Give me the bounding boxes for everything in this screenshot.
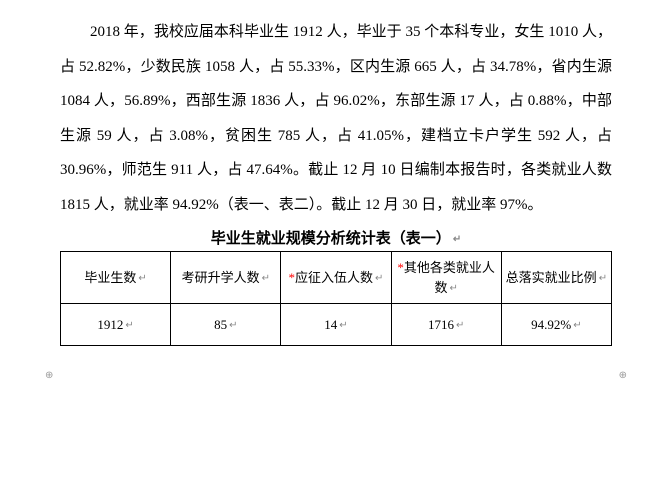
return-symbol: ↵ (138, 273, 146, 284)
header-postgrad: 考研升学人数↵ (171, 252, 281, 304)
corner-mark-left: ⊕ (45, 370, 53, 381)
cell-text: 1716 (428, 317, 454, 332)
header-employment-rate: 总落实就业比例↵ (501, 252, 611, 304)
cell-graduates: 1912↵ (61, 304, 171, 346)
return-symbol: ↵ (453, 234, 461, 245)
body-paragraph: 2018 年，我校应届本科毕业生 1912 人，毕业于 35 个本科专业，女生 … (60, 15, 612, 222)
cell-employment-rate: 94.92%↵ (501, 304, 611, 346)
return-symbol: ↵ (229, 320, 237, 331)
return-symbol: ↵ (125, 320, 133, 331)
header-text: 应征入伍人数 (295, 270, 373, 285)
header-other-employment: *其他各类就业人数↵ (391, 252, 501, 304)
return-symbol: ↵ (573, 320, 581, 331)
cell-postgrad: 85↵ (171, 304, 281, 346)
header-text: 总落实就业比例 (506, 270, 597, 285)
return-symbol: ↵ (599, 273, 607, 284)
cell-military: 14↵ (281, 304, 391, 346)
corner-mark-right: ⊕ (619, 370, 627, 381)
table-title: 毕业生就业规模分析统计表（表一）↵ (60, 227, 612, 248)
cell-text: 1912 (97, 317, 123, 332)
cell-text: 14 (324, 317, 337, 332)
return-symbol: ↵ (456, 320, 464, 331)
header-military: *应征入伍人数↵ (281, 252, 391, 304)
header-graduates: 毕业生数↵ (61, 252, 171, 304)
statistics-table: 毕业生数↵ 考研升学人数↵ *应征入伍人数↵ *其他各类就业人数↵ 总落实就业比… (60, 251, 612, 346)
return-symbol: ↵ (339, 320, 347, 331)
return-symbol: ↵ (262, 273, 270, 284)
header-text: 毕业生数 (84, 270, 136, 285)
return-symbol: ↵ (375, 273, 383, 284)
header-text: 考研升学人数 (182, 270, 260, 285)
table-data-row: 1912↵ 85↵ 14↵ 1716↵ 94.92%↵ (61, 304, 612, 346)
table-title-text: 毕业生就业规模分析统计表（表一） (211, 231, 451, 247)
return-symbol: ↵ (449, 283, 457, 294)
cell-other-employment: 1716↵ (391, 304, 501, 346)
cell-text: 85 (214, 317, 227, 332)
table-header-row: 毕业生数↵ 考研升学人数↵ *应征入伍人数↵ *其他各类就业人数↵ 总落实就业比… (61, 252, 612, 304)
cell-text: 94.92% (531, 317, 571, 332)
